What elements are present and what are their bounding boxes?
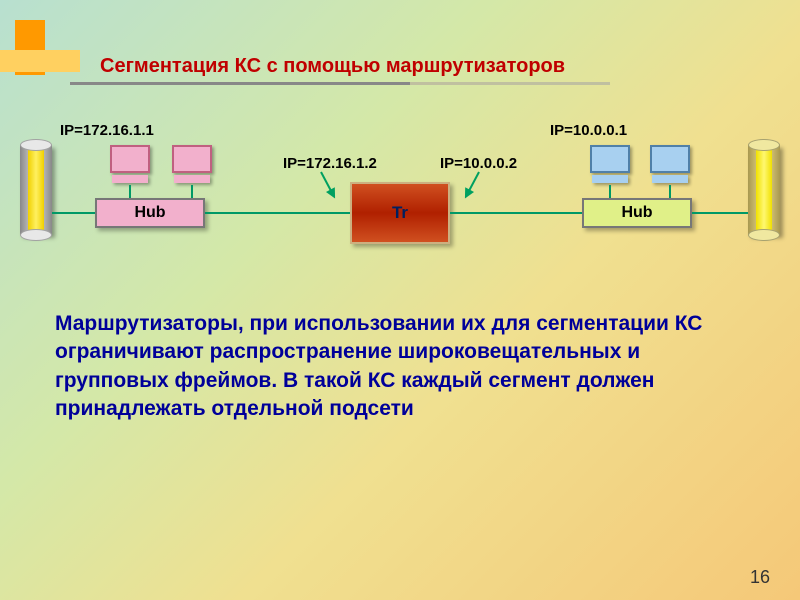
ip-label-right: IP=10.0.0.1 <box>550 122 627 139</box>
slide-title: Сегментация КС с помощью маршрутизаторов <box>100 55 565 78</box>
arrow-right <box>465 172 480 198</box>
wire <box>205 212 350 214</box>
page-number: 16 <box>750 567 770 588</box>
ip-label-left: IP=172.16.1.1 <box>60 122 154 139</box>
wire <box>692 212 748 214</box>
corner-decoration <box>0 20 90 80</box>
computer-right-1 <box>590 145 630 183</box>
hub-right: Hub <box>582 198 692 228</box>
arrow-left <box>320 172 335 198</box>
ip-label-router-left: IP=172.16.1.2 <box>283 155 377 172</box>
server-left <box>20 145 52 235</box>
wire <box>52 212 95 214</box>
wire <box>450 212 582 214</box>
ip-label-router-right: IP=10.0.0.2 <box>440 155 517 172</box>
router: Tr <box>350 182 450 244</box>
hub-left: Hub <box>95 198 205 228</box>
computer-left-2 <box>172 145 212 183</box>
network-diagram: IP=172.16.1.1 IP=10.0.0.1 IP=172.16.1.2 … <box>0 100 800 280</box>
title-underline <box>70 82 610 85</box>
computer-left-1 <box>110 145 150 183</box>
server-right <box>748 145 780 235</box>
body-text: Маршрутизаторы, при использовании их для… <box>55 310 740 423</box>
computer-right-2 <box>650 145 690 183</box>
